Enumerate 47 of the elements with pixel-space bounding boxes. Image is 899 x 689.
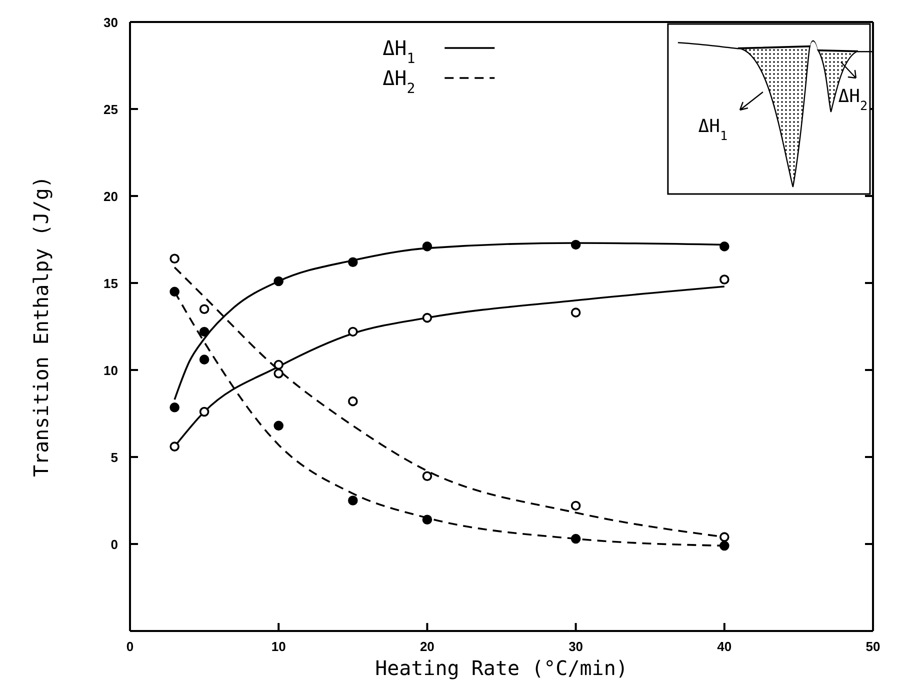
- y-tick-label: 5: [110, 450, 118, 465]
- annotation: ΔH$_{2}$: [838, 86, 868, 112]
- point: [720, 274, 730, 284]
- x-tick-label: 50: [866, 639, 880, 654]
- point: [422, 242, 432, 252]
- x-axis-title: Heating Rate (°C/min): [375, 656, 628, 680]
- point: [570, 500, 581, 511]
- point: [199, 354, 210, 364]
- point: [199, 406, 210, 417]
- point: [348, 326, 358, 337]
- x-tick-label: 10: [271, 639, 286, 654]
- x-tick-label: 40: [717, 639, 732, 654]
- point: [570, 308, 581, 318]
- point: [348, 396, 358, 406]
- point: [199, 326, 210, 337]
- legend-label: ΔH$_{2}$: [382, 66, 416, 97]
- y-tick-label: 25: [104, 102, 118, 117]
- point: [170, 286, 180, 297]
- point: [274, 276, 284, 286]
- y-axis-title: Transition Enthalpy (J/g): [29, 176, 53, 478]
- y-tick-label: 0: [110, 537, 118, 552]
- point: [720, 532, 730, 542]
- x-tick-label: 0: [126, 639, 134, 654]
- point: [720, 540, 730, 551]
- point: [570, 534, 581, 544]
- point: [348, 257, 358, 268]
- point: [274, 420, 284, 431]
- annotation: ΔH$_{1}$: [698, 116, 728, 142]
- y-tick-label: 30: [104, 15, 118, 30]
- point: [422, 514, 432, 525]
- point: [348, 496, 358, 506]
- point: [422, 471, 432, 482]
- point: [170, 254, 180, 264]
- y-tick-label: 15: [104, 276, 118, 291]
- point: [170, 402, 180, 412]
- y-tick-label: 10: [104, 363, 118, 378]
- y-tick-label: 20: [104, 189, 118, 204]
- point: [422, 312, 432, 323]
- x-tick-label: 30: [568, 639, 584, 654]
- legend-label: ΔH$_{1}$: [382, 36, 416, 67]
- point: [274, 368, 284, 378]
- point: [570, 240, 581, 250]
- x-tick-label: 20: [420, 639, 434, 654]
- point: [274, 360, 284, 370]
- point: [170, 442, 180, 452]
- point: [199, 304, 210, 314]
- point: [720, 242, 730, 252]
